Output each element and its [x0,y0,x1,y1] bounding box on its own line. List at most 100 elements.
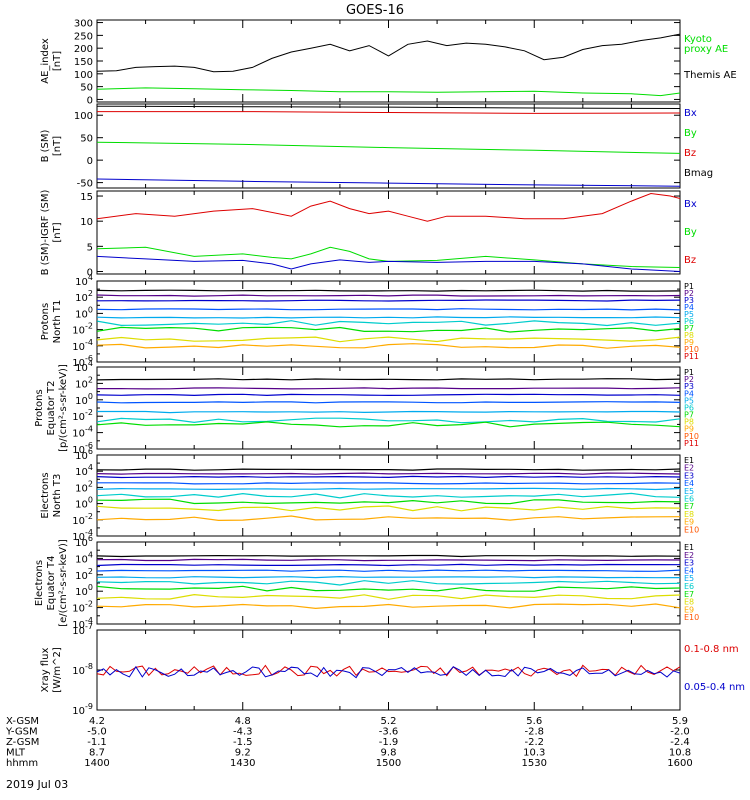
x-row-value: 1400 [84,758,109,769]
legend-p7: P7 [684,324,694,333]
tick-exponent: -2 [85,408,93,417]
legend-p10: P10 [684,345,699,354]
legend-p1: P1 [684,368,694,377]
tick-exponent: 4 [88,550,93,559]
tick-exponent: 4 [88,463,93,472]
tick-exponent: -4 [85,338,93,347]
legend-e7: E7 [684,502,694,511]
series-e1 [97,468,680,471]
x-row-value: 1430 [230,758,255,769]
panel-frame [96,103,681,189]
y-tick-label: 10-8 [72,662,93,677]
series-p8 [97,336,680,343]
panel-2: 100 50 0 -50 B (SM) [nT] Bx By Bz Bmag [40,103,713,190]
legend-e4: E4 [684,479,694,488]
y-tick-label: 102 [75,375,93,390]
y-tick-label: 10-2 [72,600,93,615]
x-axis-labels: X-GSM 4.2 4.8 5.2 5.6 5.9 Y-GSM -5.0 -4.3 -3.6 -2.… [5,716,693,769]
y-axis-label: B (SM) [40,129,51,162]
legend-p3: P3 [684,382,694,391]
tick-exponent: 0 [88,583,93,592]
series-xray-long [97,664,680,678]
series-p9 [97,343,680,349]
legend-entry: Bx [684,199,697,210]
series-e5 [97,575,680,579]
y-tick-label: -50 [77,179,93,190]
series-by [97,141,680,154]
legend-e4: E4 [684,566,694,575]
series-p2 [97,387,680,390]
y-tick-label: 104 [75,463,93,478]
y-tick-label: 100 [75,496,93,511]
tick-exponent: -4 [85,616,93,625]
legend-p6: P6 [684,403,694,412]
legend-p3: P3 [684,296,694,305]
legend-entry: Themis AE [683,70,737,81]
legend-entry: By [684,128,697,139]
x-row-value: 4.2 [89,716,105,727]
legend-e1: E1 [684,456,694,465]
legend-e10: E10 [684,613,699,622]
series-by [97,246,680,268]
legend-e6: E6 [684,495,694,504]
panel-data [97,378,680,428]
x-row-value: -4.3 [233,727,253,738]
tick-exponent: -4 [85,425,93,434]
legend-entry: proxy AE [684,44,728,55]
x-row-value: 5.6 [526,716,542,727]
tick-exponent: -6 [85,441,93,450]
x-row-value: 9.2 [235,748,251,759]
series-p7 [97,326,680,333]
series-e6 [97,492,680,499]
legend-entry: Kyoto [684,34,712,45]
legend-p4: P4 [684,389,694,398]
series-e9 [97,603,680,610]
x-row-value: -5.0 [87,727,107,738]
series-e9 [97,515,680,522]
tick-exponent: 0 [88,496,93,505]
legend-p9: P9 [684,338,694,347]
y-tick-label: 10-2 [72,322,93,337]
legend-p8: P8 [684,331,694,340]
series-p4 [97,401,680,404]
x-row-value: 5.9 [672,716,688,727]
tick-exponent: -8 [85,662,93,671]
series-p3 [97,393,680,397]
y-axis-label: Equator T2 [46,381,57,436]
y-tick-label: 104 [75,550,93,565]
legend-p11: P11 [684,439,699,448]
series-e4 [97,569,680,572]
series-p7 [97,421,680,428]
series-p1 [97,289,680,292]
series-e8 [97,505,680,512]
x-row-value: 4.8 [235,716,251,727]
tick-exponent: 4 [88,359,93,368]
y-tick-label: 10-4 [72,338,93,353]
x-row-value: -2.2 [524,737,544,748]
series-p5 [97,316,680,319]
y-tick-label: 15 [80,192,93,203]
y-tick-label: 100 [75,392,93,407]
tick-exponent: -9 [85,702,93,711]
y-axis-label: [e/(cm²-s-sr-keV)] [58,539,69,627]
y-axis-label: [nT] [52,51,63,71]
date-label: 2019 Jul 03 [6,778,68,791]
legend-entry: 0.05-0.4 nm [684,682,745,693]
y-axis-label: [nT] [52,136,63,156]
x-row-value: -1.9 [379,737,399,748]
tick-exponent: -6 [85,354,93,363]
legend-entry: Bx [684,108,697,119]
y-tick-label: 10-4 [72,425,93,440]
y-axis-label: [nT] [52,222,63,242]
series-e2 [97,472,680,475]
tick-exponent: 2 [88,375,93,384]
tick-exponent: -2 [85,512,93,521]
x-row-value: -3.6 [379,727,399,738]
y-tick-label: 100 [75,305,93,320]
series-xray-short [97,665,680,679]
series-bz [97,111,680,114]
